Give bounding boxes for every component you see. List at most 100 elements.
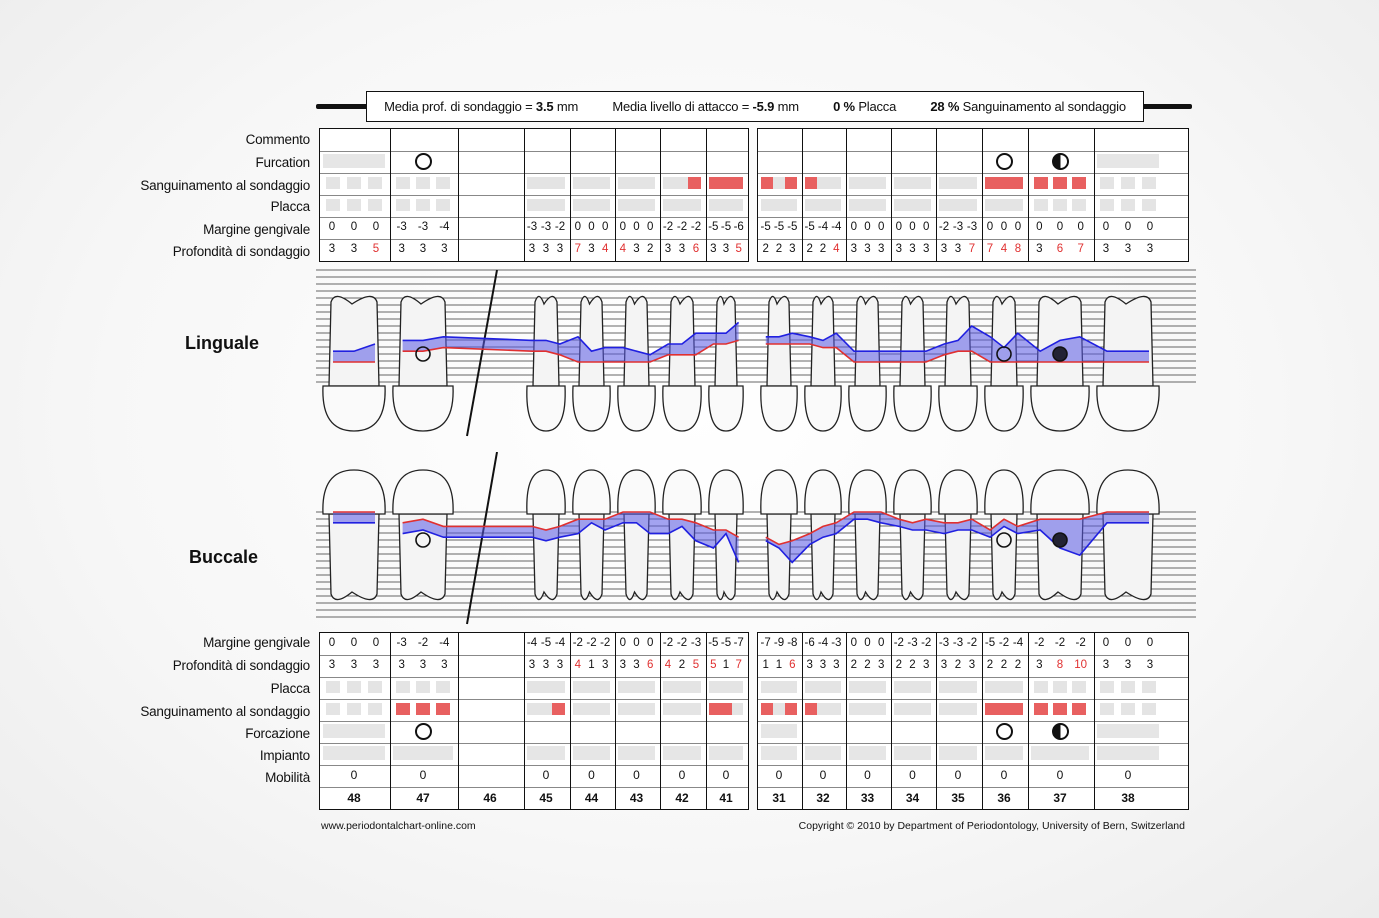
site-box[interactable] (829, 199, 841, 211)
site-box[interactable] (618, 703, 631, 715)
site-box[interactable] (1100, 703, 1115, 715)
site-box[interactable] (829, 681, 841, 693)
site-box[interactable] (436, 703, 450, 715)
site-box[interactable] (539, 199, 553, 211)
site-box[interactable] (985, 681, 998, 693)
tooth-number[interactable]: 42 (675, 791, 689, 805)
site-box[interactable] (688, 703, 702, 715)
tooth-number[interactable]: 37 (1053, 791, 1067, 805)
site-box[interactable] (861, 199, 874, 211)
site-box[interactable] (527, 177, 540, 189)
site-box[interactable] (817, 703, 829, 715)
site-box[interactable] (1033, 177, 1048, 189)
site-box[interactable] (873, 703, 886, 715)
site-box[interactable] (997, 177, 1011, 189)
site-box[interactable] (985, 703, 998, 715)
site-box[interactable] (1072, 681, 1087, 693)
site-box[interactable] (1072, 199, 1087, 211)
site-box[interactable] (1120, 177, 1135, 189)
site-box[interactable] (861, 177, 874, 189)
site-box[interactable] (709, 177, 721, 189)
site-box[interactable] (964, 177, 978, 189)
site-box[interactable] (1052, 681, 1067, 693)
site-box[interactable] (1072, 177, 1087, 189)
site-box[interactable] (539, 681, 553, 693)
site-box[interactable] (817, 681, 829, 693)
site-box[interactable] (1072, 703, 1087, 715)
site-box[interactable] (326, 681, 341, 693)
tooth-number[interactable]: 41 (719, 791, 733, 805)
site-box[interactable] (416, 703, 430, 715)
site-box[interactable] (951, 177, 965, 189)
site-box[interactable] (552, 703, 566, 715)
site-box[interactable] (1120, 199, 1135, 211)
site-box[interactable] (1100, 681, 1115, 693)
site-box[interactable] (1141, 703, 1156, 715)
site-box[interactable] (773, 199, 785, 211)
site-box[interactable] (630, 703, 643, 715)
site-box[interactable] (849, 681, 862, 693)
site-box[interactable] (642, 681, 655, 693)
site-box[interactable] (416, 199, 430, 211)
site-box[interactable] (642, 177, 655, 189)
site-box[interactable] (873, 177, 886, 189)
site-box[interactable] (585, 703, 598, 715)
site-box[interactable] (906, 199, 919, 211)
site-box[interactable] (663, 199, 676, 211)
site-box[interactable] (951, 681, 965, 693)
site-box[interactable] (1033, 199, 1048, 211)
site-box[interactable] (918, 177, 931, 189)
site-box[interactable] (630, 681, 643, 693)
tooth-number[interactable]: 47 (416, 791, 430, 805)
site-box[interactable] (873, 681, 886, 693)
tooth-number[interactable]: 32 (816, 791, 830, 805)
site-box[interactable] (688, 199, 702, 211)
site-box[interactable] (829, 177, 841, 189)
site-box[interactable] (1141, 199, 1156, 211)
site-box[interactable] (436, 199, 450, 211)
site-box[interactable] (597, 177, 610, 189)
site-box[interactable] (894, 177, 907, 189)
site-box[interactable] (918, 681, 931, 693)
site-box[interactable] (985, 177, 998, 189)
site-box[interactable] (618, 681, 631, 693)
site-box[interactable] (675, 681, 689, 693)
site-box[interactable] (416, 177, 430, 189)
site-box[interactable] (773, 177, 785, 189)
site-box[interactable] (552, 681, 566, 693)
site-box[interactable] (997, 681, 1011, 693)
site-box[interactable] (709, 681, 721, 693)
site-box[interactable] (1120, 703, 1135, 715)
site-box[interactable] (1010, 681, 1024, 693)
tooth-number[interactable]: 38 (1121, 791, 1135, 805)
site-box[interactable] (731, 199, 743, 211)
site-box[interactable] (964, 703, 978, 715)
tooth-number[interactable]: 44 (584, 791, 599, 805)
site-box[interactable] (573, 177, 586, 189)
site-box[interactable] (861, 703, 874, 715)
site-box[interactable] (849, 199, 862, 211)
site-box[interactable] (367, 199, 382, 211)
site-box[interactable] (663, 681, 676, 693)
site-box[interactable] (785, 199, 797, 211)
site-box[interactable] (675, 703, 689, 715)
site-box[interactable] (918, 199, 931, 211)
site-box[interactable] (939, 681, 952, 693)
site-box[interactable] (675, 199, 689, 211)
site-box[interactable] (829, 703, 841, 715)
site-box[interactable] (805, 681, 817, 693)
site-box[interactable] (1010, 177, 1024, 189)
site-box[interactable] (894, 199, 907, 211)
site-box[interactable] (997, 199, 1011, 211)
site-box[interactable] (906, 703, 919, 715)
site-box[interactable] (573, 703, 586, 715)
site-box[interactable] (906, 177, 919, 189)
site-box[interactable] (939, 177, 952, 189)
site-box[interactable] (951, 199, 965, 211)
site-box[interactable] (597, 681, 610, 693)
site-box[interactable] (663, 703, 676, 715)
site-box[interactable] (1141, 177, 1156, 189)
site-box[interactable] (720, 681, 732, 693)
site-box[interactable] (552, 199, 566, 211)
site-box[interactable] (326, 177, 341, 189)
